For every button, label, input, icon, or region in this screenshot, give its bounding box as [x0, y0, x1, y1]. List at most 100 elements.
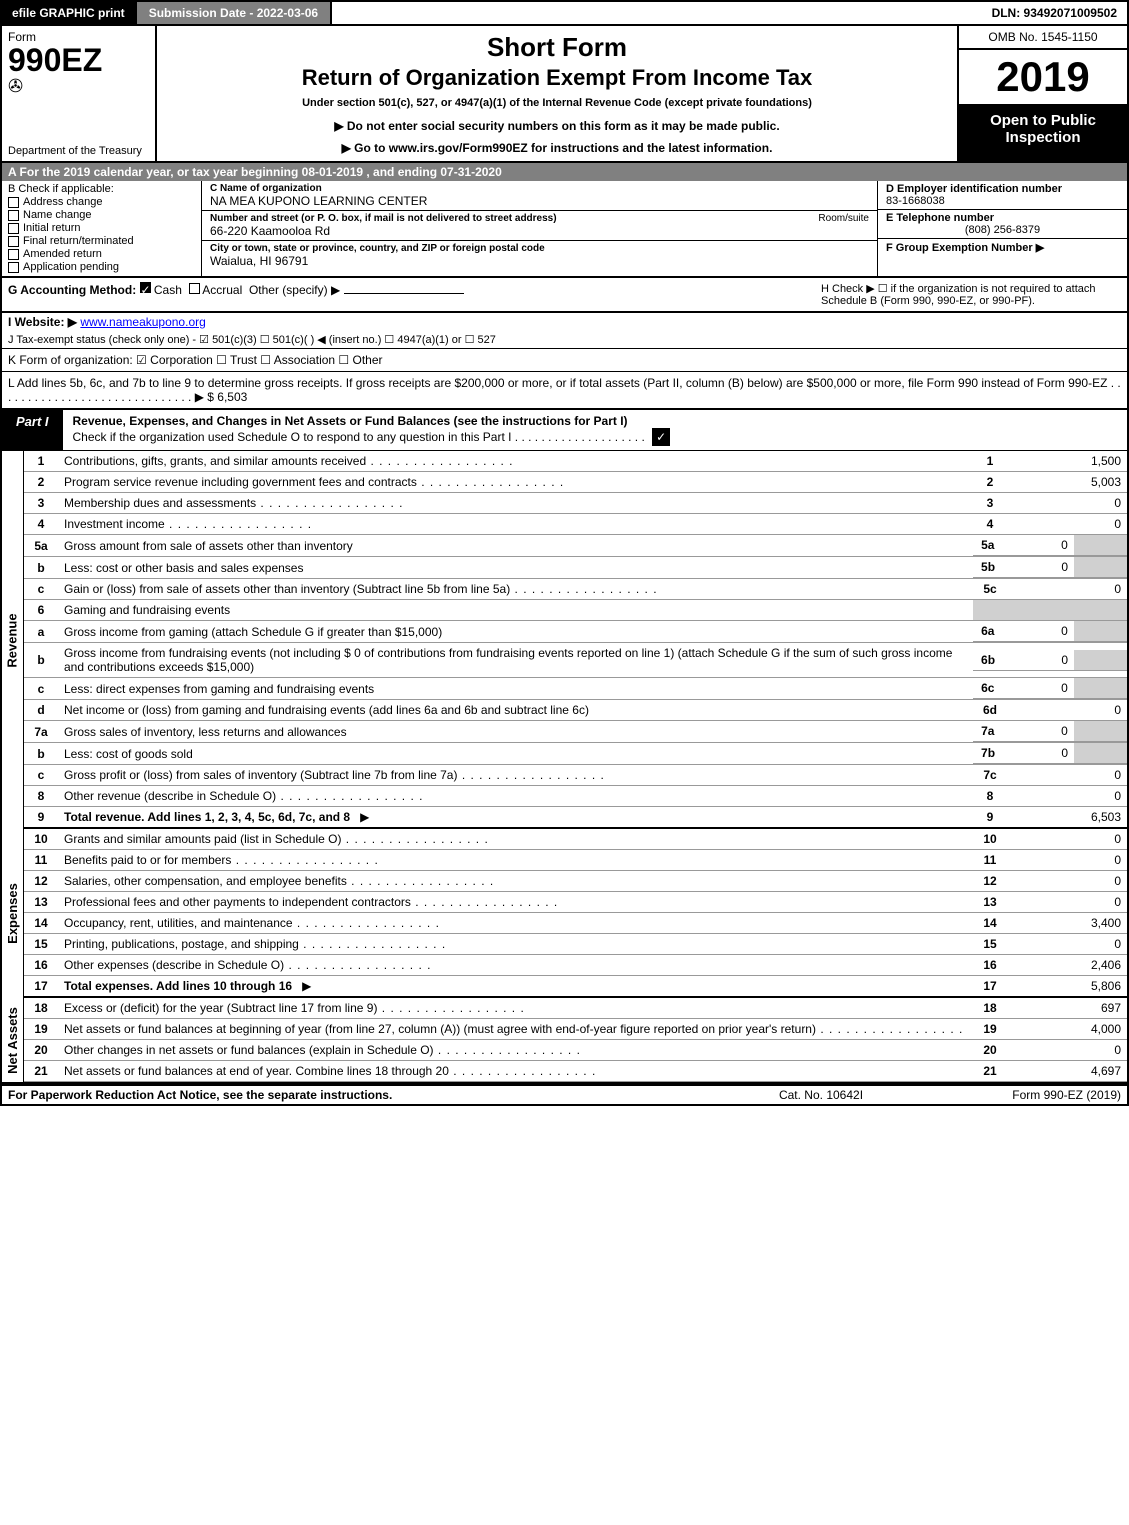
footer-form-no: Form 990-EZ (2019)	[921, 1088, 1121, 1102]
line-2: 2Program service revenue including gover…	[24, 472, 1127, 493]
footer-left: For Paperwork Reduction Act Notice, see …	[8, 1088, 721, 1102]
accrual-label: Accrual	[202, 283, 242, 297]
form-number: 990EZ	[8, 44, 149, 76]
c-name: NA MEA KUPONO LEARNING CENTER	[210, 194, 869, 208]
checkbox-icon[interactable]	[8, 249, 19, 260]
footer-cat-no: Cat. No. 10642I	[721, 1088, 921, 1102]
open-to-public: Open to Public Inspection	[959, 106, 1127, 161]
row-l-gross-receipts: L Add lines 5b, 6c, and 7b to line 9 to …	[0, 372, 1129, 410]
chk-name-change[interactable]: Name change	[8, 209, 195, 221]
line-19: 19Net assets or fund balances at beginni…	[24, 1019, 1127, 1040]
expenses-section: Expenses 10Grants and similar amounts pa…	[0, 829, 1129, 998]
g-label: G Accounting Method:	[8, 283, 136, 297]
part-i-tag: Part I	[2, 410, 63, 450]
line-1: 1Contributions, gifts, grants, and simil…	[24, 451, 1127, 472]
header-right: OMB No. 1545-1150 2019 Open to Public In…	[957, 26, 1127, 161]
expenses-tab-label: Expenses	[5, 883, 20, 944]
submission-date: Submission Date - 2022-03-06	[135, 2, 332, 24]
line-6b: bGross income from fundraising events (n…	[24, 643, 1127, 678]
line-7b: bLess: cost of goods sold7b0	[24, 743, 1127, 765]
accounting-method: G Accounting Method: ✓ Cash Accrual Othe…	[8, 282, 821, 307]
title-return: Return of Organization Exempt From Incom…	[167, 65, 947, 91]
efile-print-button[interactable]: efile GRAPHIC print	[2, 2, 135, 24]
row-k-form-org: K Form of organization: ☑ Corporation ☐ …	[0, 349, 1129, 372]
chk-final-return[interactable]: Final return/terminated	[8, 235, 195, 247]
expenses-table: 10Grants and similar amounts paid (list …	[24, 829, 1127, 998]
line-1-value: 1,500	[1007, 451, 1127, 472]
cell-org-name: C Name of organization NA MEA KUPONO LEA…	[202, 181, 877, 211]
other-specify-input[interactable]	[344, 293, 464, 294]
box-b-section: B Check if applicable: Address change Na…	[0, 181, 1129, 278]
part-i-title: Revenue, Expenses, and Changes in Net As…	[63, 410, 1127, 450]
box-c-name-address: C Name of organization NA MEA KUPONO LEA…	[202, 181, 877, 276]
part-i-subtitle: Check if the organization used Schedule …	[73, 430, 645, 444]
net-assets-section: Net Assets 18Excess or (deficit) for the…	[0, 998, 1129, 1084]
line-16: 16Other expenses (describe in Schedule O…	[24, 955, 1127, 976]
row-g-h: G Accounting Method: ✓ Cash Accrual Othe…	[0, 278, 1129, 313]
revenue-table: 1Contributions, gifts, grants, and simil…	[24, 451, 1127, 829]
line-6d: dNet income or (loss) from gaming and fu…	[24, 700, 1127, 721]
footer: For Paperwork Reduction Act Notice, see …	[0, 1084, 1129, 1106]
d-label: D Employer identification number	[886, 183, 1119, 195]
h-schedule-b: H Check ▶ ☐ if the organization is not r…	[821, 282, 1121, 307]
e-label: E Telephone number	[886, 212, 1119, 224]
top-bar: efile GRAPHIC print Submission Date - 20…	[0, 0, 1129, 26]
checkbox-icon[interactable]	[8, 197, 19, 208]
chk-initial-return[interactable]: Initial return	[8, 222, 195, 234]
line-5a: 5aGross amount from sale of assets other…	[24, 535, 1127, 557]
part-i-title-text: Revenue, Expenses, and Changes in Net As…	[73, 414, 628, 428]
cell-group-exemption: F Group Exemption Number ▶	[878, 239, 1127, 276]
checkbox-icon[interactable]	[8, 236, 19, 247]
checkbox-icon[interactable]	[8, 262, 19, 273]
line-3: 3Membership dues and assessments30	[24, 493, 1127, 514]
cell-phone: E Telephone number (808) 256-8379	[878, 210, 1127, 239]
website-link[interactable]: www.nameakupono.org	[80, 315, 205, 329]
revenue-tab: Revenue	[2, 451, 24, 829]
spacer	[332, 2, 981, 24]
tax-year: 2019	[959, 50, 1127, 106]
revenue-section: Revenue 1Contributions, gifts, grants, a…	[0, 451, 1129, 829]
header-mid: Short Form Return of Organization Exempt…	[157, 26, 957, 161]
chk-address-change[interactable]: Address change	[8, 196, 195, 208]
revenue-tab-label: Revenue	[5, 613, 20, 667]
line-1-text: Contributions, gifts, grants, and simila…	[58, 451, 973, 472]
dept-line1: Department of the Treasury	[8, 145, 142, 157]
chk-amended-return[interactable]: Amended return	[8, 248, 195, 260]
box-b-header: B Check if applicable:	[8, 183, 195, 195]
line-17: 17Total expenses. Add lines 10 through 1…	[24, 976, 1127, 998]
city-value: Waialua, HI 96791	[210, 254, 869, 268]
row-i-website: I Website: ▶ www.nameakupono.org	[0, 313, 1129, 331]
title-short-form: Short Form	[167, 32, 947, 63]
i-label: I Website: ▶	[8, 315, 77, 329]
line-10: 10Grants and similar amounts paid (list …	[24, 829, 1127, 850]
line-8: 8Other revenue (describe in Schedule O)8…	[24, 786, 1127, 807]
line-14: 14Occupancy, rent, utilities, and mainte…	[24, 913, 1127, 934]
line-6: 6Gaming and fundraising events	[24, 600, 1127, 621]
other-label: Other (specify) ▶	[249, 283, 340, 297]
net-assets-tab-label: Net Assets	[5, 1007, 20, 1074]
subtitle-section: Under section 501(c), 527, or 4947(a)(1)…	[167, 97, 947, 109]
header-left: Form 990EZ ✇ Department of the Treasury	[2, 26, 157, 161]
subtitle-instructions-link[interactable]: ▶ Go to www.irs.gov/Form990EZ for instru…	[167, 141, 947, 155]
row-a-tax-year: A For the 2019 calendar year, or tax yea…	[0, 163, 1129, 181]
line-20: 20Other changes in net assets or fund ba…	[24, 1040, 1127, 1061]
line-13: 13Professional fees and other payments t…	[24, 892, 1127, 913]
checkbox-cash-checked-icon[interactable]: ✓	[140, 282, 151, 293]
line-7a: 7aGross sales of inventory, less returns…	[24, 721, 1127, 743]
cell-city: City or town, state or province, country…	[202, 241, 877, 270]
room-suite-label: Room/suite	[818, 213, 869, 224]
chk-application-pending[interactable]: Application pending	[8, 261, 195, 273]
line-12: 12Salaries, other compensation, and empl…	[24, 871, 1127, 892]
cell-ein: D Employer identification number 83-1668…	[878, 181, 1127, 210]
expenses-tab: Expenses	[2, 829, 24, 998]
net-assets-table: 18Excess or (deficit) for the year (Subt…	[24, 998, 1127, 1082]
cell-street: Number and street (or P. O. box, if mail…	[202, 211, 877, 241]
omb-number: OMB No. 1545-1150	[959, 26, 1127, 50]
net-assets-tab: Net Assets	[2, 998, 24, 1082]
checkbox-icon[interactable]	[8, 210, 19, 221]
line-11: 11Benefits paid to or for members110	[24, 850, 1127, 871]
f-label: F Group Exemption Number ▶	[886, 241, 1119, 254]
checkbox-icon[interactable]	[8, 223, 19, 234]
line-5c: cGain or (loss) from sale of assets othe…	[24, 579, 1127, 600]
checkbox-accrual-icon[interactable]	[189, 283, 200, 294]
